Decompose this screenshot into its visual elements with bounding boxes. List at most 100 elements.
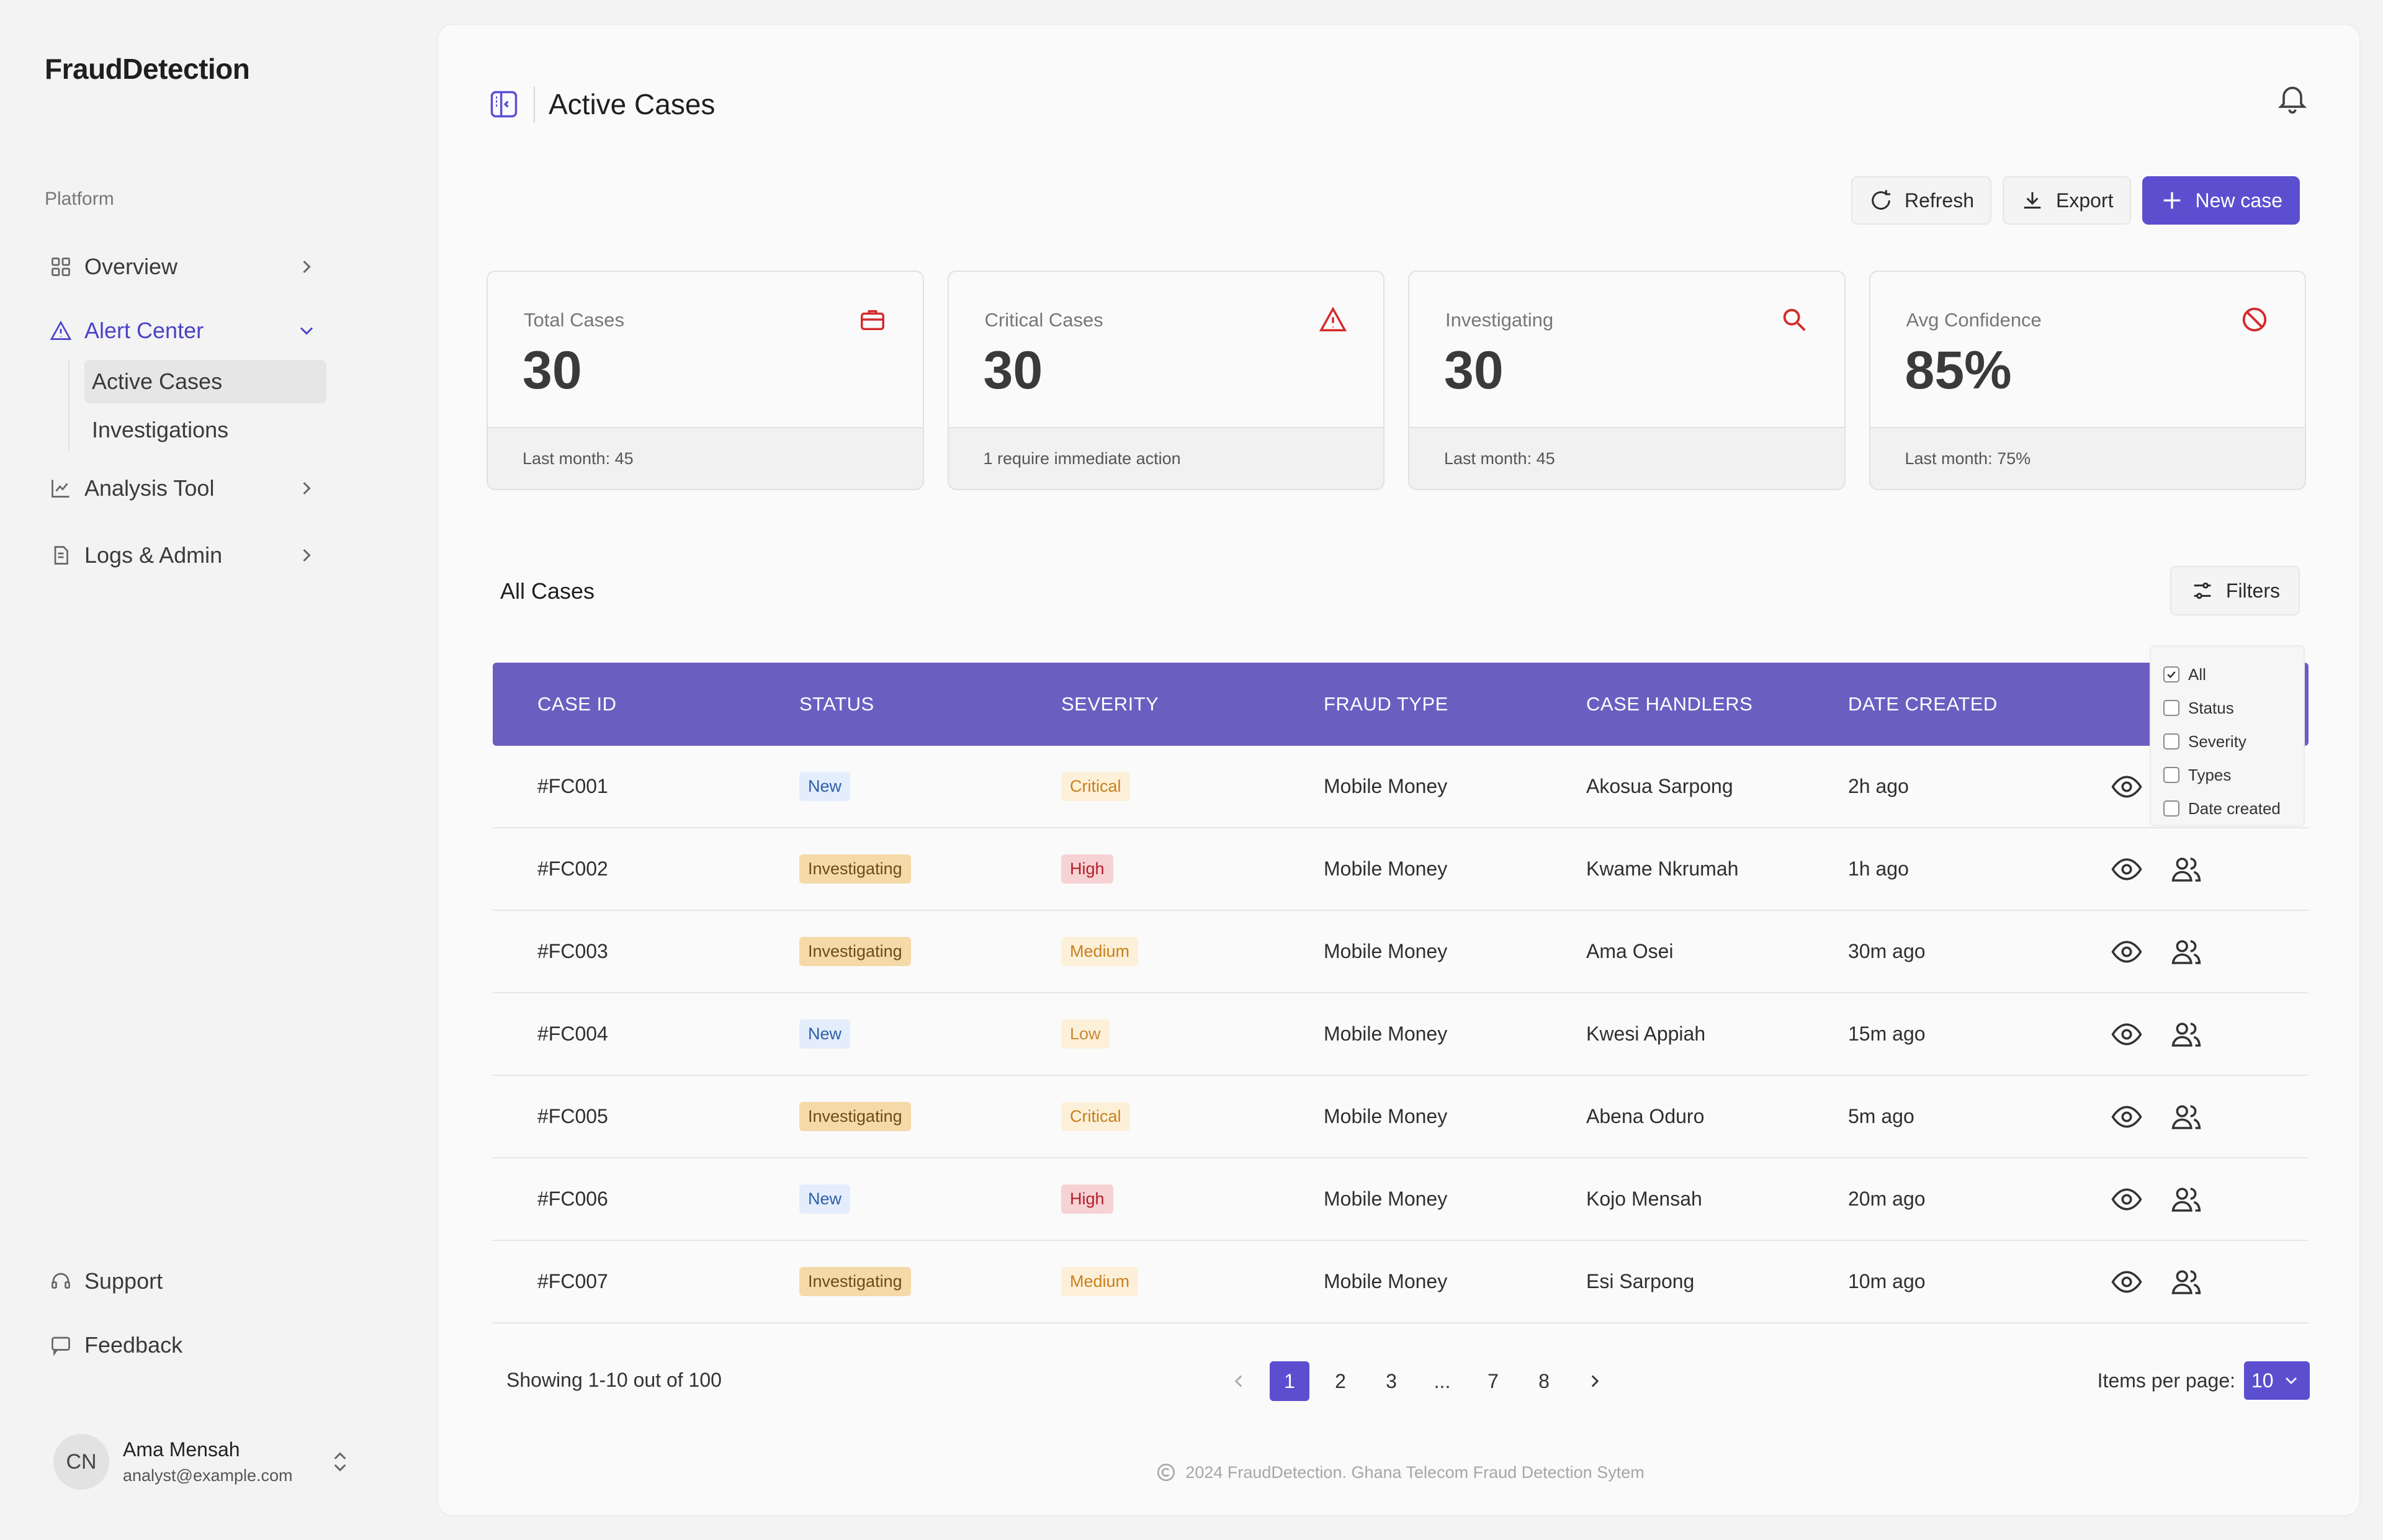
date-created: 5m ago <box>1848 1105 1914 1127</box>
case-handler: Kwesi Appiah <box>1586 1023 1706 1045</box>
refresh-button[interactable]: Refresh <box>1851 176 1992 225</box>
row-actions <box>2110 911 2203 992</box>
eye-icon[interactable] <box>2110 770 2143 804</box>
eye-icon[interactable] <box>2110 1100 2143 1134</box>
case-id: #FC001 <box>537 775 608 797</box>
filters-label: Filters <box>2225 579 2280 602</box>
export-button[interactable]: Export <box>2003 176 2131 225</box>
prev-page-button[interactable] <box>1219 1361 1259 1401</box>
checkbox[interactable] <box>2163 767 2179 783</box>
page-ellipsis: ... <box>1434 1369 1451 1392</box>
sidebar-item-label: Analysis Tool <box>84 475 215 501</box>
users-icon[interactable] <box>2170 1183 2203 1216</box>
page-button[interactable]: 1 <box>1270 1361 1309 1401</box>
cases-section-title: All Cases <box>500 578 595 604</box>
table-row: #FC005 Investigating Critical Mobile Money A… <box>493 1076 2309 1158</box>
eye-icon[interactable] <box>2110 1265 2143 1299</box>
new-case-button[interactable]: New case <box>2142 176 2300 225</box>
fraud-type: Mobile Money <box>1324 1188 1448 1210</box>
filter-option-date-created[interactable]: Date created <box>2163 792 2304 825</box>
filter-option-types[interactable]: Types <box>2163 758 2304 792</box>
severity-badge: Medium <box>1061 937 1139 966</box>
checkbox[interactable] <box>2163 700 2179 716</box>
checkbox-checked[interactable] <box>2163 666 2179 683</box>
copyright-icon <box>1157 1463 1175 1482</box>
checkbox[interactable] <box>2163 800 2179 817</box>
sidebar-subitem-investigations[interactable]: Investigations <box>92 417 229 442</box>
stat-label: Investigating <box>1445 309 1554 331</box>
case-handler: Akosua Sarpong <box>1586 775 1733 797</box>
sidebar-subitem-active-cases[interactable]: Active Cases <box>84 360 326 403</box>
chevron-left-icon <box>1234 1375 1242 1387</box>
case-id: #FC005 <box>537 1105 608 1127</box>
filter-option-status[interactable]: Status <box>2163 691 2304 725</box>
eye-icon[interactable] <box>2110 853 2143 886</box>
fraud-type: Mobile Money <box>1324 775 1448 797</box>
users-icon[interactable] <box>2170 1018 2203 1051</box>
sidebar-item-logs-admin[interactable]: Logs & Admin <box>50 534 329 577</box>
case-id: #FC002 <box>537 857 608 880</box>
status-badge: New <box>799 1184 851 1214</box>
submenu-divider <box>68 359 70 452</box>
case-handler: Esi Sarpong <box>1586 1270 1695 1292</box>
copyright-text: 2024 FraudDetection. Ghana Telecom Fraud… <box>1185 1462 1645 1482</box>
table-footer: Showing 1-10 out of 100 1 2 3 ... 7 8 It… <box>438 1350 2362 1412</box>
sidebar-item-alert-center[interactable]: Alert Center <box>50 309 329 352</box>
stat-value: 30 <box>1444 341 1504 400</box>
status-badge: Investigating <box>799 1102 911 1131</box>
filter-option-label: Severity <box>2188 732 2246 751</box>
sidebar-item-label: Logs & Admin <box>84 542 223 568</box>
status-badge: Investigating <box>799 937 911 966</box>
filter-dropdown: All Status Severity Types Date created <box>2150 645 2305 826</box>
date-created: 2h ago <box>1848 775 1909 797</box>
users-icon[interactable] <box>2170 1265 2203 1299</box>
eye-icon[interactable] <box>2110 1018 2143 1051</box>
case-handler: Abena Oduro <box>1586 1105 1705 1127</box>
sidebar-item-analysis-tool[interactable]: Analysis Tool <box>50 467 329 510</box>
page-title: Active Cases <box>549 88 716 120</box>
items-per-page-select[interactable]: 10 <box>2244 1361 2310 1400</box>
case-id: #FC004 <box>537 1023 608 1045</box>
sidebar-toggle-icon[interactable] <box>488 88 520 120</box>
pagination: 1 2 3 ... 7 8 <box>1219 1361 1626 1401</box>
checkbox[interactable] <box>2163 733 2179 750</box>
case-id: #FC003 <box>537 940 608 962</box>
page-button[interactable]: 7 <box>1488 1369 1499 1392</box>
bell-icon[interactable] <box>2275 81 2310 115</box>
filter-option-severity[interactable]: Severity <box>2163 725 2304 758</box>
users-icon[interactable] <box>2170 853 2203 886</box>
header-divider <box>534 86 535 122</box>
message-icon <box>52 1336 70 1356</box>
severity-badge: Medium <box>1061 1267 1139 1296</box>
user-menu[interactable]: CN Ama Mensah analyst@example.com <box>53 1430 376 1494</box>
chevron-right-icon <box>303 481 311 495</box>
table-row: #FC004 New Low Mobile Money Kwesi Appiah 15m … <box>493 993 2309 1076</box>
case-handler: Ama Osei <box>1586 940 1674 962</box>
users-icon[interactable] <box>2170 935 2203 969</box>
stat-card-avg-confidence: Avg Confidence 85% Last month: 75% <box>1869 271 2306 490</box>
sidebar-item-feedback[interactable]: Feedback <box>50 1323 329 1367</box>
row-actions <box>2110 993 2203 1075</box>
row-actions <box>2110 746 2143 827</box>
table-row: #FC006 New High Mobile Money Kojo Mensah 20m … <box>493 1158 2309 1241</box>
column-header: CASE HANDLERS <box>1586 693 1753 715</box>
sidebar-item-support[interactable]: Support <box>50 1260 329 1303</box>
stat-card-total-cases: Total Cases 30 Last month: 45 <box>487 271 924 490</box>
date-created: 15m ago <box>1848 1023 1926 1045</box>
filters-button[interactable]: Filters <box>2170 566 2300 616</box>
page-button[interactable]: 8 <box>1538 1369 1550 1392</box>
page-button[interactable]: 3 <box>1386 1369 1397 1392</box>
sidebar: FraudDetection Platform Overview Alert C… <box>0 0 434 1540</box>
refresh-label: Refresh <box>1904 189 1975 212</box>
sidebar-item-overview[interactable]: Overview <box>50 245 329 289</box>
fraud-type: Mobile Money <box>1324 857 1448 880</box>
filter-option-all[interactable]: All <box>2163 658 2304 691</box>
page-button[interactable]: 2 <box>1335 1369 1346 1392</box>
status-badge: New <box>799 772 851 801</box>
column-header: DATE CREATED <box>1848 693 1998 715</box>
users-icon[interactable] <box>2170 1100 2203 1134</box>
eye-icon[interactable] <box>2110 935 2143 969</box>
next-page-button[interactable] <box>1575 1361 1615 1401</box>
items-per-page-label: Items per page: <box>2097 1369 2235 1392</box>
eye-icon[interactable] <box>2110 1183 2143 1216</box>
